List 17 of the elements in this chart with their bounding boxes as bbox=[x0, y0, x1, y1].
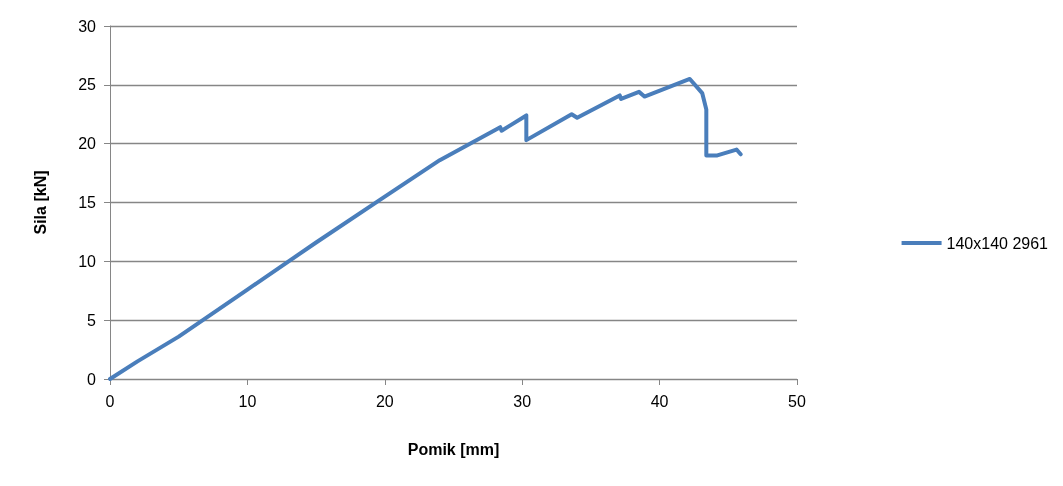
y-tick-label: 10 bbox=[78, 252, 97, 270]
y-axis-title: Sila [kN] bbox=[31, 170, 49, 235]
y-tick-label: 0 bbox=[87, 370, 97, 388]
y-tick-label: 5 bbox=[87, 311, 97, 329]
line-series bbox=[108, 76, 743, 381]
y-tick-label: 30 bbox=[78, 17, 97, 35]
x-tick-label: 50 bbox=[788, 392, 806, 410]
x-tick-label: 0 bbox=[105, 392, 115, 410]
x-axis-title: Pomik [mm] bbox=[407, 440, 500, 458]
x-tick-label: 20 bbox=[375, 392, 394, 410]
x-tick-label: 40 bbox=[650, 392, 669, 410]
x-tick-label: 10 bbox=[238, 392, 257, 410]
y-tick-label: 25 bbox=[78, 76, 97, 94]
x-tick-label: 30 bbox=[513, 392, 532, 410]
legend-label: 140x140 2961 bbox=[946, 234, 1049, 252]
y-tick-label: 15 bbox=[78, 194, 97, 211]
y-tick-label: 20 bbox=[78, 135, 97, 153]
